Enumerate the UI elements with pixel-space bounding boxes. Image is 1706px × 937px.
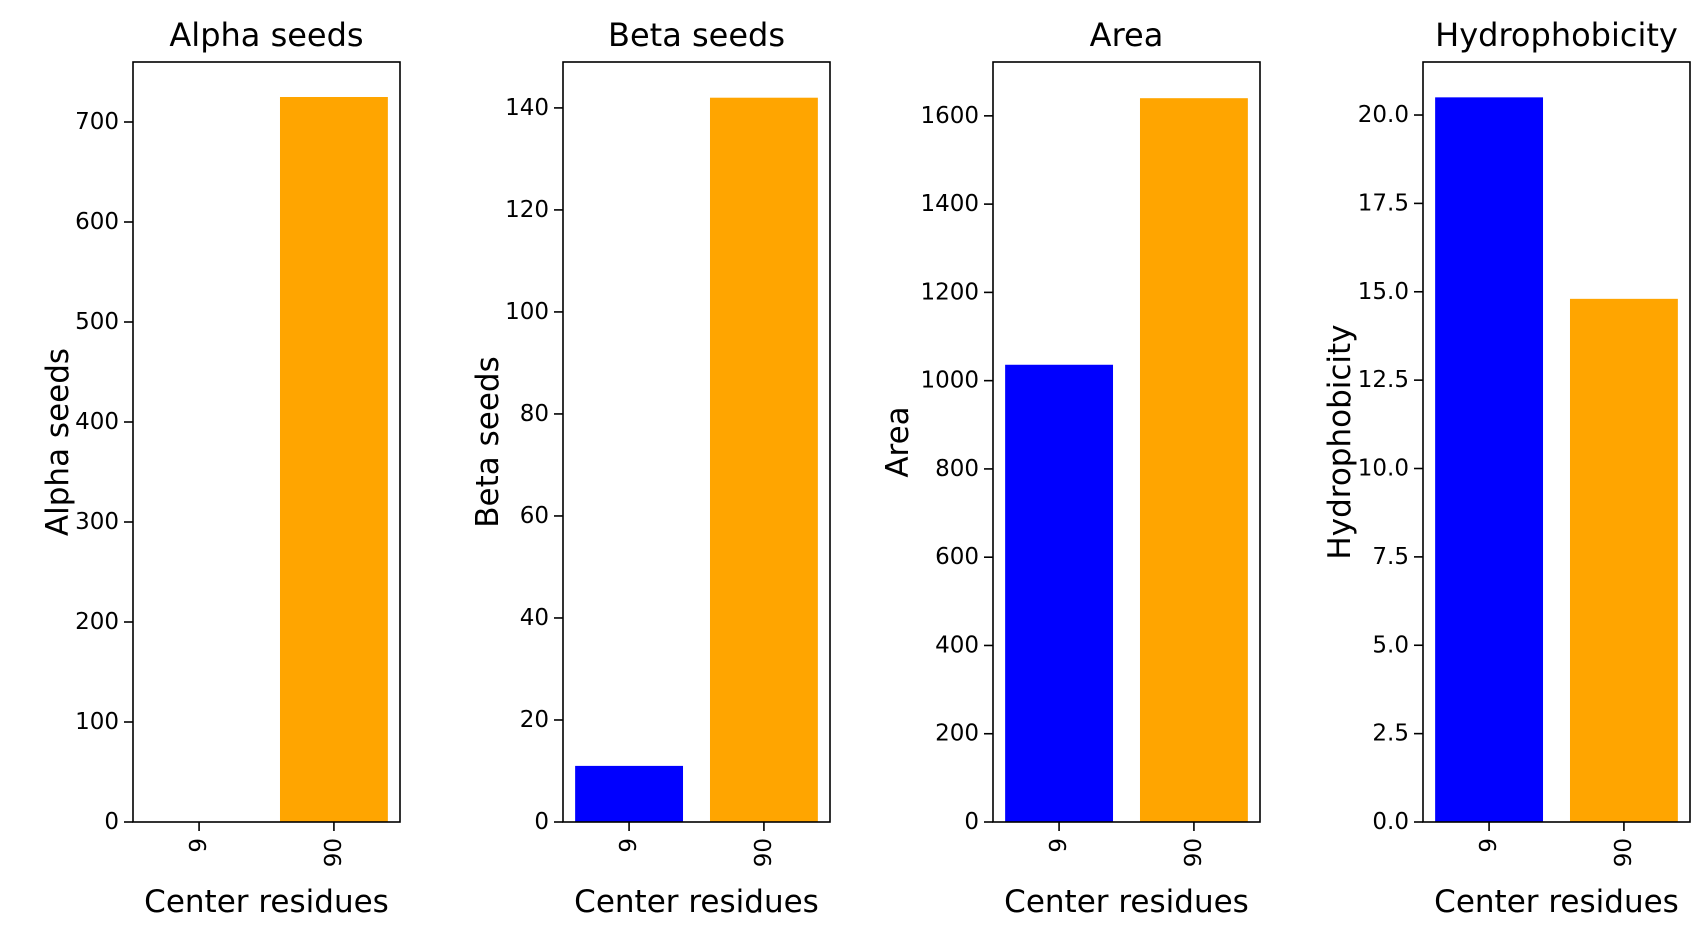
y-tick-label: 12.5 <box>1358 367 1409 393</box>
y-tick-label: 40 <box>520 605 549 631</box>
y-tick-label: 400 <box>75 409 119 435</box>
y-tick-label: 1000 <box>920 368 979 394</box>
y-tick-label: 140 <box>505 95 549 121</box>
chart-title: Hydrophobicity <box>1435 16 1678 54</box>
y-tick-label: 200 <box>935 721 979 747</box>
bar-90 <box>1139 98 1248 822</box>
y-tick-label: 1200 <box>920 279 979 305</box>
y-axis-label: Area <box>880 406 916 477</box>
x-axis-label: Center residues <box>1004 884 1249 920</box>
y-tick-label: 0 <box>534 809 549 835</box>
y-tick-label: 0 <box>104 809 119 835</box>
axes-frame <box>992 61 1261 823</box>
axes-frame <box>562 61 831 823</box>
y-tick-label: 600 <box>935 544 979 570</box>
chart-panel-1: 0 100 200 300 400 500 600 700 9 90 Alpha seeds Cent… <box>40 16 401 920</box>
y-tick-label: 700 <box>75 109 119 135</box>
y-tick-label: 100 <box>75 709 119 735</box>
y-tick-label: 80 <box>520 401 549 427</box>
y-tick-label: 100 <box>505 299 549 325</box>
y-tick-label: 120 <box>505 197 549 223</box>
chart-title: Beta seeds <box>608 16 785 54</box>
x-tick-label: 90 <box>1181 838 1207 867</box>
x-axis-label: Center residues <box>144 884 389 920</box>
chart-panel-2: 0 20 40 60 80 100 120 140 9 90 Beta seeds Center re… <box>470 16 831 920</box>
chart-panel-4: 0.0 2.5 5.0 7.5 10.0 12.5 15.0 17.5 20.0 9 90 Hydro… <box>1322 16 1691 920</box>
bar-9 <box>1435 97 1544 823</box>
chart-title: Alpha seeds <box>169 16 363 54</box>
bar-9 <box>1005 364 1114 822</box>
y-tick-label: 0 <box>964 809 979 835</box>
y-tick-label: 600 <box>75 209 119 235</box>
y-tick-label: 20.0 <box>1358 102 1409 128</box>
y-tick-label: 60 <box>520 503 549 529</box>
axes-frame <box>1422 61 1691 823</box>
chart-title: Area <box>1090 16 1164 54</box>
y-tick-label: 5.0 <box>1372 632 1409 658</box>
y-tick-label: 300 <box>75 509 119 535</box>
x-axis-label: Center residues <box>574 884 819 920</box>
y-axis-label: Beta seeds <box>470 356 506 527</box>
y-axis-label: Alpha seeds <box>40 348 76 536</box>
y-tick-label: 1600 <box>920 103 979 129</box>
y-tick-label: 10.0 <box>1358 456 1409 482</box>
x-tick-label: 9 <box>616 838 642 853</box>
axes-frame <box>132 61 401 823</box>
x-tick-label: 90 <box>751 838 777 867</box>
x-tick-label: 90 <box>1611 838 1637 867</box>
bar-9 <box>575 765 684 822</box>
x-tick-label: 9 <box>1476 838 1502 853</box>
y-tick-label: 400 <box>935 632 979 658</box>
y-tick-label: 800 <box>935 456 979 482</box>
y-tick-label: 17.5 <box>1358 190 1409 216</box>
y-tick-label: 15.0 <box>1358 279 1409 305</box>
y-axis-label: Hydrophobicity <box>1322 324 1358 559</box>
y-tick-label: 20 <box>520 707 549 733</box>
bar-90 <box>1569 298 1678 822</box>
chart-panel-3: 0 200 400 600 800 1000 1200 1400 1600 9 90 Area Cent… <box>880 16 1261 920</box>
x-axis-label: Center residues <box>1434 884 1679 920</box>
x-tick-label: 90 <box>321 838 347 867</box>
bar-90 <box>279 97 388 822</box>
y-tick-label: 200 <box>75 609 119 635</box>
y-tick-label: 7.5 <box>1372 544 1409 570</box>
x-tick-label: 9 <box>186 838 212 853</box>
y-tick-label: 0.0 <box>1372 809 1409 835</box>
bar-90 <box>709 97 818 822</box>
x-tick-label: 9 <box>1046 838 1072 853</box>
y-tick-label: 500 <box>75 309 119 335</box>
y-tick-label: 1400 <box>920 191 979 217</box>
y-tick-label: 2.5 <box>1372 721 1409 747</box>
